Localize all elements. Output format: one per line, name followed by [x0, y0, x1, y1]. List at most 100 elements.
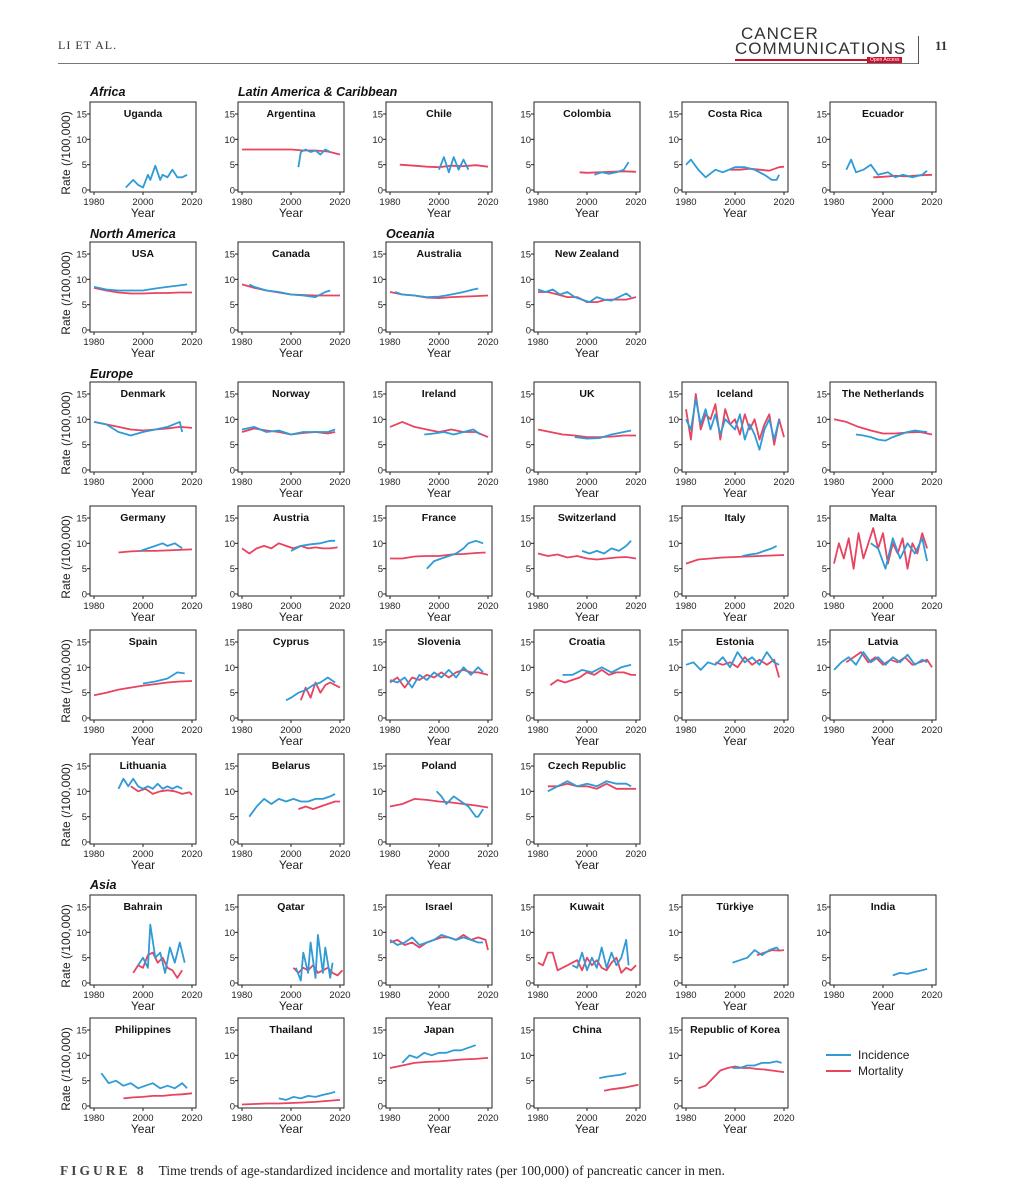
- y-tick-label: 0: [230, 714, 235, 725]
- mortality-line: [298, 800, 340, 810]
- x-tick-label: 2000: [428, 197, 449, 208]
- panel-title: Lithuania: [120, 760, 167, 772]
- y-tick-label: 5: [526, 160, 531, 171]
- page-header: LI ET AL. CANCER COMMUNICATIONS Open Acc…: [0, 0, 1020, 70]
- x-tick-label: 2000: [280, 601, 301, 612]
- y-axis-label: Rate (/100,000): [59, 904, 73, 987]
- y-tick-label: 15: [816, 903, 827, 914]
- legend-label-incidence: Incidence: [858, 1048, 910, 1062]
- y-tick-label: 15: [76, 903, 87, 914]
- y-tick-label: 15: [372, 762, 383, 773]
- y-tick-label: 0: [378, 590, 383, 601]
- incidence-line: [248, 793, 336, 818]
- panel-title: Uganda: [124, 108, 163, 120]
- y-tick-label: 0: [674, 590, 679, 601]
- x-axis-label: Year: [131, 346, 155, 360]
- y-tick-label: 10: [816, 663, 827, 674]
- panel-new-zealand: New Zealand 0 5 10 15 1980 2000 2020 Year: [520, 241, 647, 360]
- x-tick-label: 1980: [675, 197, 696, 208]
- incidence-line: [581, 540, 632, 555]
- y-tick-label: 15: [668, 390, 679, 401]
- y-tick-label: 15: [372, 638, 383, 649]
- mortality-line: [549, 669, 636, 686]
- panel-title: Estonia: [716, 636, 754, 648]
- x-tick-label: 2000: [576, 849, 597, 860]
- y-tick-label: 5: [526, 812, 531, 823]
- y-tick-label: 10: [520, 415, 531, 426]
- x-axis-label: Year: [723, 999, 747, 1013]
- region-header-asia: Asia: [89, 878, 116, 892]
- panel-germany: Germany 0 5 10 15 1980 2000 2020 Year: [76, 505, 203, 624]
- journal-logo-bar: [735, 59, 870, 61]
- open-access-badge: Open Access: [867, 57, 903, 63]
- y-tick-label: 5: [526, 300, 531, 311]
- x-tick-label: 2000: [724, 990, 745, 1001]
- y-tick-label: 10: [520, 928, 531, 939]
- x-tick-label: 1980: [83, 337, 104, 348]
- y-tick-label: 10: [224, 663, 235, 674]
- mortality-line: [537, 552, 637, 561]
- x-tick-label: 2020: [477, 197, 498, 208]
- y-tick-label: 15: [76, 762, 87, 773]
- y-tick-label: 15: [372, 514, 383, 525]
- panel-title: Norway: [272, 388, 310, 400]
- x-tick-label: 2020: [329, 849, 350, 860]
- x-tick-label: 2000: [132, 725, 153, 736]
- y-tick-label: 15: [224, 514, 235, 525]
- y-tick-label: 10: [668, 928, 679, 939]
- x-tick-label: 2020: [477, 849, 498, 860]
- incidence-line: [732, 1060, 782, 1069]
- x-tick-label: 2000: [428, 725, 449, 736]
- y-tick-label: 10: [668, 1051, 679, 1062]
- incidence-line: [100, 1072, 188, 1090]
- x-axis-label: Year: [575, 858, 599, 872]
- y-tick-label: 5: [526, 953, 531, 964]
- y-tick-label: 15: [76, 514, 87, 525]
- y-tick-label: 10: [816, 928, 827, 939]
- y-tick-label: 15: [520, 250, 531, 261]
- y-axis-label: Rate (/100,000): [59, 639, 73, 722]
- mortality-line: [547, 782, 636, 790]
- y-tick-label: 0: [526, 979, 531, 990]
- x-tick-label: 1980: [379, 725, 400, 736]
- x-tick-label: 1980: [231, 197, 252, 208]
- panel-spain: Spain 0 5 10 15 1980 2000 2020 Year: [76, 629, 203, 748]
- x-tick-label: 2020: [329, 990, 350, 1001]
- y-tick-label: 15: [224, 250, 235, 261]
- x-axis-label: Year: [427, 734, 451, 748]
- y-tick-label: 5: [674, 953, 679, 964]
- x-tick-label: 1980: [83, 197, 104, 208]
- y-axis-label: Rate (/100,000): [59, 391, 73, 474]
- panel-japan: Japan 0 5 10 15 1980 2000 2020 Year: [372, 1017, 499, 1136]
- x-tick-label: 2020: [181, 725, 202, 736]
- y-tick-label: 5: [230, 440, 235, 451]
- x-tick-label: 2020: [625, 477, 646, 488]
- panel-title: The Netherlands: [842, 388, 924, 400]
- y-tick-label: 0: [822, 590, 827, 601]
- panel-title: Kuwait: [570, 901, 605, 913]
- x-tick-label: 1980: [379, 1113, 400, 1124]
- x-tick-label: 2000: [576, 601, 597, 612]
- y-tick-label: 10: [816, 539, 827, 550]
- panel-austria: Austria 0 5 10 15 1980 2000 2020 Year: [224, 505, 351, 624]
- incidence-line: [732, 946, 780, 964]
- x-tick-label: 2020: [773, 725, 794, 736]
- panel-title: Poland: [421, 760, 456, 772]
- x-tick-label: 2020: [625, 725, 646, 736]
- x-axis-label: Year: [723, 206, 747, 220]
- panel-belarus: Belarus 0 5 10 15 1980 2000 2020 Year: [224, 753, 351, 872]
- y-tick-label: 15: [76, 1026, 87, 1037]
- y-tick-label: 5: [526, 688, 531, 699]
- incidence-line: [394, 287, 479, 298]
- y-tick-label: 15: [76, 390, 87, 401]
- y-tick-label: 5: [82, 564, 87, 575]
- x-tick-label: 2000: [132, 197, 153, 208]
- incidence-line: [685, 398, 780, 451]
- panel-china: China 0 5 10 15 1980 2000 2020 Year: [520, 1017, 647, 1136]
- x-axis-label: Year: [575, 1122, 599, 1136]
- x-axis-label: Year: [427, 610, 451, 624]
- y-tick-label: 0: [230, 466, 235, 477]
- y-tick-label: 0: [82, 186, 87, 197]
- x-tick-label: 1980: [231, 337, 252, 348]
- x-tick-label: 1980: [675, 725, 696, 736]
